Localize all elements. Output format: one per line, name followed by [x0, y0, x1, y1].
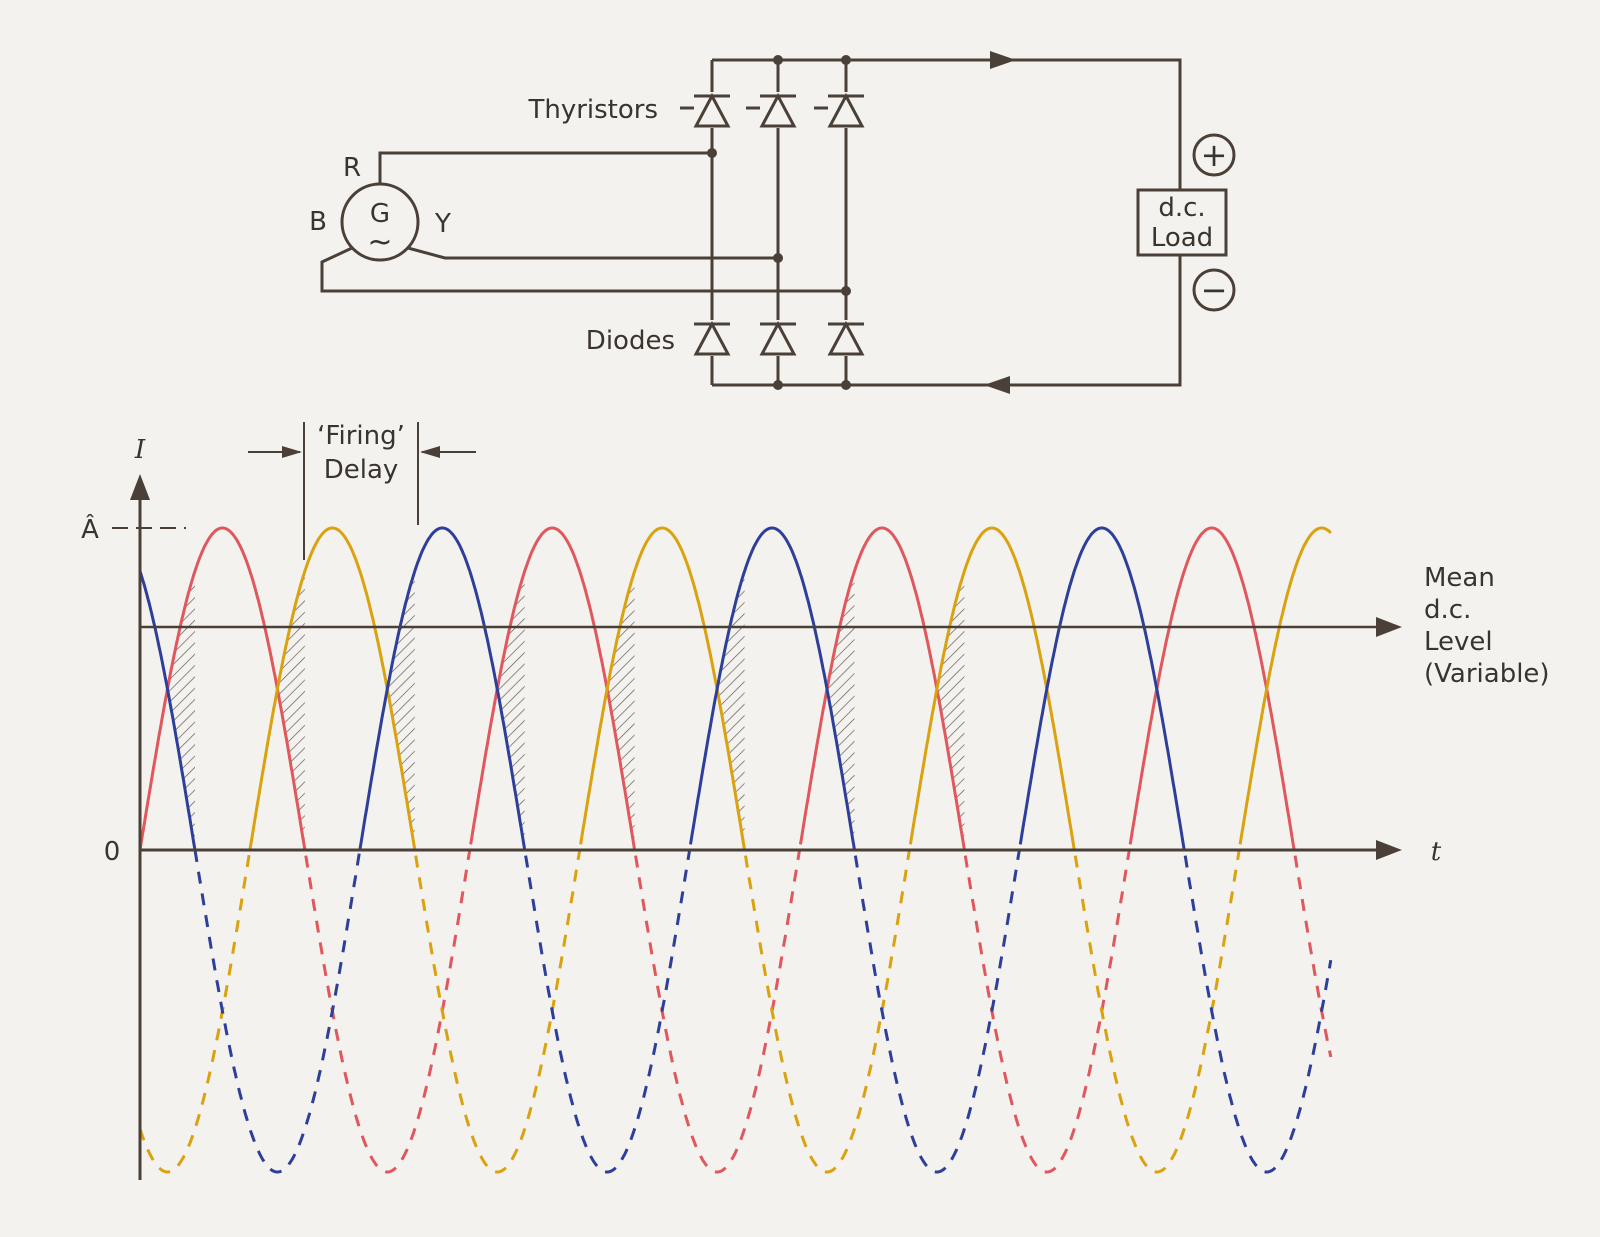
- diode-2: [759, 320, 797, 356]
- series-yellow-positive-segment-5: [908, 526, 1076, 852]
- series-blue-positive-segment-2: [358, 526, 527, 852]
- mean-dc-arrow: [1376, 617, 1402, 637]
- plus-circle: [1192, 133, 1236, 177]
- firing-hatch-region-3: [497, 571, 525, 850]
- mean-dc-line2: d.c.: [1424, 595, 1471, 625]
- series-yellow-positive-segment-7: [1238, 526, 1332, 845]
- series-yellow-negative-segment-6: [1073, 848, 1241, 1174]
- negative-bus: [712, 255, 1182, 387]
- diode-1: [693, 320, 731, 356]
- junction-dots: [707, 55, 851, 390]
- positive-bus: [712, 58, 1182, 190]
- arrow-top: [990, 51, 1016, 69]
- x-axis-arrow: [1376, 840, 1402, 860]
- load-box: [1136, 188, 1228, 257]
- waveform-chart: Â 0 I t ‘Firing’ Delay Mean d.c. Level (…: [81, 421, 1550, 1180]
- mean-dc-line4: (Variable): [1424, 659, 1550, 689]
- peak-label: Â: [81, 513, 99, 545]
- firing-delay-line1: ‘Firing’: [317, 421, 405, 451]
- firing-arrow-left-head: [282, 446, 302, 458]
- curve-layer: [138, 526, 1333, 1174]
- phase-b-label: B: [309, 207, 327, 237]
- series-red-positive-segment-2: [469, 526, 637, 852]
- series-yellow-negative-segment-2: [414, 848, 582, 1174]
- series-blue-positive-segment-4: [689, 526, 856, 852]
- series-blue-negative-segment-1: [193, 849, 362, 1174]
- minus-sign: −: [1201, 271, 1228, 309]
- mean-dc-line1: Mean: [1424, 563, 1495, 593]
- diodes-label: Diodes: [586, 326, 675, 356]
- x-axis-label: t: [1431, 837, 1442, 867]
- mean-dc-line3: Level: [1424, 627, 1493, 657]
- series-red-positive-segment-6: [1128, 526, 1296, 852]
- firing-hatch-region-6: [827, 571, 855, 850]
- diode-3: [827, 320, 865, 356]
- firing-arrow-right-head: [420, 446, 440, 458]
- phase-y-label: Y: [434, 209, 451, 239]
- plus-sign: +: [1201, 136, 1228, 174]
- phase-r-label: R: [343, 153, 361, 183]
- series-yellow-negative-segment-0: [138, 849, 252, 1174]
- series-blue-negative-segment-5: [853, 848, 1021, 1174]
- thyristor-2: [746, 92, 797, 128]
- firing-hatch-region-2: [387, 571, 415, 850]
- wire-r: [378, 151, 712, 184]
- series-red-negative-segment-7: [1293, 855, 1333, 1058]
- series-red-positive-segment-4: [798, 526, 966, 852]
- firing-hatch-region-4: [607, 571, 635, 850]
- thyristor-3: [814, 92, 865, 128]
- series-blue-negative-segment-3: [524, 848, 692, 1174]
- arrow-bottom: [984, 376, 1010, 394]
- firing-hatch-region-7: [936, 571, 965, 850]
- load-line1: d.c.: [1158, 193, 1205, 223]
- wire-b: [320, 246, 846, 293]
- hatch-layer: [167, 571, 965, 850]
- series-red-negative-segment-3: [634, 848, 801, 1174]
- series-blue-positive-segment-0: [138, 570, 197, 851]
- generator-wave: ~: [367, 225, 392, 260]
- firing-delay-line2: Delay: [324, 455, 399, 485]
- series-red-negative-segment-1: [304, 848, 472, 1174]
- firing-hatch-region-5: [717, 571, 745, 850]
- series-blue-negative-segment-7: [1183, 855, 1333, 1174]
- series-yellow-negative-segment-4: [744, 848, 911, 1174]
- y-axis-arrow: [130, 474, 150, 500]
- load-line2: Load: [1151, 223, 1213, 253]
- series-yellow-positive-segment-3: [579, 526, 747, 852]
- firing-hatch-region-0: [167, 571, 195, 850]
- wire-y: [407, 246, 778, 260]
- thyristors-label: Thyristors: [527, 95, 658, 125]
- circuit: G ~ R B Y: [309, 51, 1236, 394]
- firing-hatch-region-1: [277, 571, 305, 850]
- thyristor-1: [680, 92, 731, 128]
- minus-circle: [1192, 268, 1236, 312]
- y-axis-label: I: [134, 435, 146, 465]
- series-blue-positive-segment-6: [1018, 526, 1186, 852]
- zero-label: 0: [104, 837, 121, 867]
- series-red-negative-segment-5: [963, 848, 1131, 1174]
- generator-symbol: G: [370, 199, 390, 229]
